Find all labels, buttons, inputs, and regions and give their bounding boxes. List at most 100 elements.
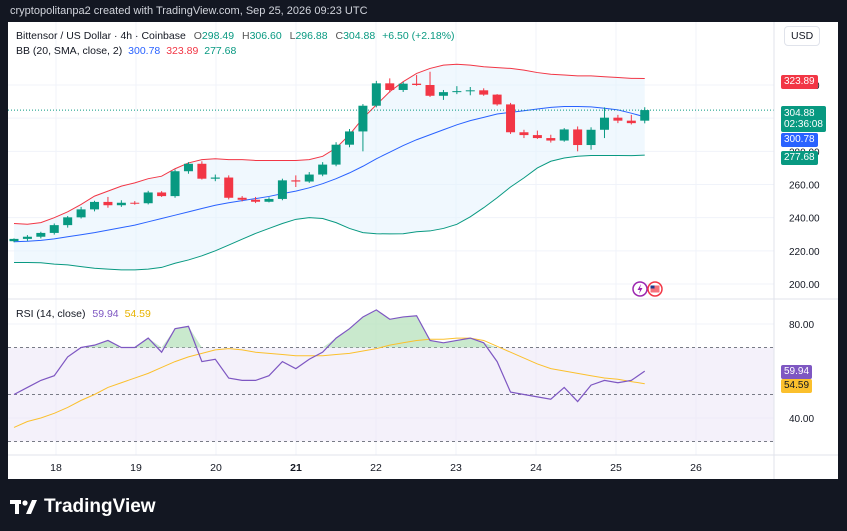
rsi-ma-value: 54.59 [124,308,151,320]
candle-body[interactable] [157,192,167,197]
bb-lower-value: 277.68 [204,45,237,57]
candle-body[interactable] [479,90,489,95]
bb-legend[interactable]: BB (20, SMA, close, 2) 300.78 323.89 277… [16,45,236,57]
candle-body[interactable] [143,192,153,204]
candle-body[interactable] [506,104,516,133]
candle-body[interactable] [76,209,86,218]
currency-button[interactable]: USD [784,26,821,46]
candle-body[interactable] [452,91,462,93]
time-tick-label: 19 [130,462,142,474]
time-tick-label: 25 [610,462,622,474]
candle-body[interactable] [586,129,596,146]
rsi-overbought-fill [161,326,202,348]
bb-lower-price-label: 277.68 [781,151,818,165]
bb-indicator-name[interactable]: BB (20, SMA, close, 2) [16,45,123,57]
candle-body[interactable] [599,117,609,130]
rsi-legend[interactable]: RSI (14, close) 59.94 54.59 [16,308,151,320]
price-tick-label: 200.00 [789,280,820,291]
candle-body[interactable] [63,217,73,226]
low-key: L [289,30,296,42]
candle-body[interactable] [573,129,583,146]
candle-body[interactable] [224,177,234,198]
candle-body[interactable] [519,132,529,136]
rsi-line[interactable] [13,309,646,403]
candle-body[interactable] [197,163,207,179]
candle-body[interactable] [546,138,556,141]
rsi-indicator-name[interactable]: RSI (14, close) [16,308,86,320]
candle-body[interactable] [626,120,636,124]
bb-lower-line [14,154,645,271]
candle-body[interactable] [116,202,126,206]
candle-body[interactable] [371,83,381,106]
price-legend[interactable]: Bittensor / US Dollar · 4h · Coinbase O2… [16,30,455,42]
last-price-value: 304.88 [784,108,815,119]
candle-body[interactable] [90,201,100,210]
candle-body[interactable] [9,238,19,242]
candle-body[interactable] [237,197,247,200]
event-badges[interactable] [632,281,663,297]
candle-body[interactable] [532,135,542,139]
rsi-tick-label: 40.00 [789,414,814,425]
candle-body[interactable] [559,129,569,141]
time-tick-label: 21 [290,462,302,474]
close-key: C [335,30,344,42]
candle-body[interactable] [251,199,261,202]
candle-body[interactable] [398,83,408,90]
rsi-price-label: 59.94 [781,365,813,379]
last-price-label: 304.88 02:36:08 [781,106,826,132]
candle-body[interactable] [492,94,502,105]
flag-icon-canton [650,285,655,289]
candle-body[interactable] [412,83,422,85]
flag-icon-glyph [650,285,660,293]
candle-body[interactable] [438,92,448,96]
candle-body[interactable] [183,163,193,172]
candle-body[interactable] [640,110,650,121]
candle-body[interactable] [36,232,46,237]
bb-basis-line [13,106,645,243]
candle-body[interactable] [49,225,59,233]
candle-body[interactable] [130,202,140,204]
time-tick-label: 22 [370,462,382,474]
rsi-value: 59.94 [92,308,119,320]
candle-body[interactable] [465,90,475,92]
bollinger-bands [8,63,774,271]
candle-body[interactable] [358,105,368,132]
candlesticks[interactable] [9,71,650,243]
bb-basis-price-label: 300.78 [781,133,818,147]
candle-body[interactable] [210,177,220,179]
candle-body[interactable] [103,201,113,206]
bb-upper-line [13,63,645,225]
time-tick-label: 24 [530,462,542,474]
candle-body[interactable] [331,144,341,165]
rsi-ma-price-label: 54.59 [781,379,813,393]
candle-body[interactable] [425,85,435,96]
candle-body[interactable] [291,180,301,182]
candle-body[interactable] [385,83,395,90]
tradingview-logo[interactable]: TradingView [10,494,156,520]
header-text: cryptopolitanpa2 created with TradingVie… [10,5,368,17]
bar-countdown: 02:36:08 [784,119,823,130]
change-value: +6.50 (+2.18%) [382,30,455,42]
symbol-name[interactable]: Bittensor / US Dollar · 4h · Coinbase [16,30,186,42]
candle-body[interactable] [22,236,32,239]
chart-frame[interactable]: 200.00220.00240.00260.00280.00300.00320.… [8,22,838,479]
candle-body[interactable] [277,180,287,199]
candle-body[interactable] [264,198,274,202]
rsi-pane[interactable] [8,309,774,442]
candle-body[interactable] [613,117,623,121]
high-key: H [241,30,250,42]
open-value: 298.49 [201,30,235,42]
tradingview-logo-icon [10,500,37,514]
chart-watermark-header: cryptopolitanpa2 created with TradingVie… [0,0,847,22]
candle-body[interactable] [304,174,314,182]
candle-body[interactable] [345,131,354,145]
time-tick-label: 23 [450,462,462,474]
bb-fill [14,64,645,270]
chart-canvas[interactable]: 200.00220.00240.00260.00280.00300.00320.… [8,22,838,479]
bb-basis-value: 300.78 [128,45,161,57]
tradingview-brand-text: TradingView [44,496,156,517]
rsi-tick-label: 80.00 [789,320,814,331]
candle-body[interactable] [318,164,328,175]
candle-body[interactable] [170,171,180,197]
open-key: O [193,30,202,42]
